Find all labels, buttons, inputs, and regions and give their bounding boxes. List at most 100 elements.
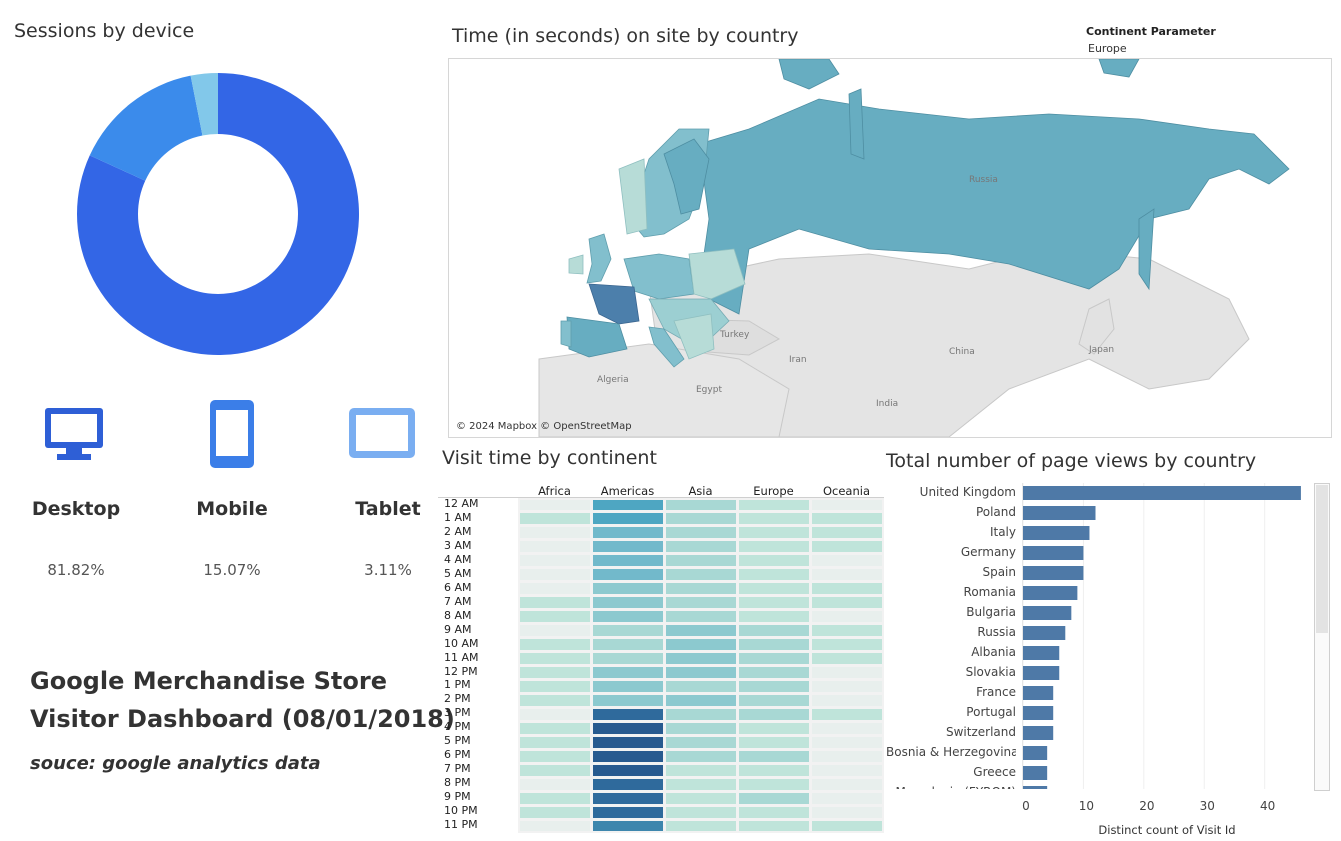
heatmap-cell[interactable]	[519, 625, 590, 637]
heatmap-cell[interactable]	[812, 569, 883, 581]
heatmap-cell[interactable]	[665, 722, 737, 734]
heatmap-cell[interactable]	[592, 694, 663, 706]
heatmap-cell[interactable]	[665, 541, 737, 553]
bar[interactable]	[1023, 506, 1096, 520]
heatmap-cell[interactable]	[592, 667, 663, 678]
heatmap-cell[interactable]	[592, 708, 663, 720]
donut-slice-mobile[interactable]	[89, 75, 203, 181]
heatmap-cell[interactable]	[665, 820, 737, 832]
heatmap-cell[interactable]	[739, 764, 810, 776]
heatmap-cell[interactable]	[665, 583, 737, 595]
heatmap-cell[interactable]	[592, 527, 663, 539]
heatmap-cell[interactable]	[739, 680, 810, 692]
heatmap-cell[interactable]	[812, 694, 883, 706]
bar[interactable]	[1023, 626, 1066, 640]
heatmap-cell[interactable]	[739, 820, 810, 832]
heatmap-cell[interactable]	[519, 569, 590, 581]
heatmap-cell[interactable]	[665, 569, 737, 581]
pageviews-scrollbar-thumb[interactable]	[1316, 485, 1328, 633]
heatmap-cell[interactable]	[519, 778, 590, 790]
heatmap-cell[interactable]	[519, 527, 590, 539]
heatmap-cell[interactable]	[739, 736, 810, 748]
pageviews-scrollbar[interactable]	[1314, 483, 1330, 791]
heatmap-cell[interactable]	[592, 778, 663, 790]
heatmap-cell[interactable]	[665, 736, 737, 748]
country-map[interactable]: Turkey Russia Iran China Japan Algeria E…	[448, 58, 1332, 438]
bar[interactable]	[1023, 486, 1301, 500]
heatmap-cell[interactable]	[519, 611, 590, 623]
heatmap-cell[interactable]	[592, 597, 663, 609]
heatmap-cell[interactable]	[592, 820, 663, 832]
heatmap-cell[interactable]	[812, 764, 883, 776]
heatmap-cell[interactable]	[739, 694, 810, 706]
map-attribution[interactable]: © 2024 Mapbox © OpenStreetMap	[456, 421, 632, 432]
heatmap-cell[interactable]	[739, 597, 810, 609]
heatmap-cell[interactable]	[592, 764, 663, 776]
heatmap-cell[interactable]	[665, 611, 737, 623]
heatmap-cell[interactable]	[519, 694, 590, 706]
heatmap-cell[interactable]	[739, 639, 810, 651]
heatmap-cell[interactable]	[739, 611, 810, 623]
heatmap-cell[interactable]	[519, 583, 590, 595]
heatmap-cell[interactable]	[812, 583, 883, 595]
heatmap-cell[interactable]	[665, 555, 737, 567]
heatmap-cell[interactable]	[739, 653, 810, 664]
bar[interactable]	[1023, 666, 1060, 680]
heatmap-cell[interactable]	[812, 541, 883, 553]
heatmap-cell[interactable]	[665, 625, 737, 637]
heatmap-cell[interactable]	[592, 499, 663, 511]
heatmap-cell[interactable]	[519, 764, 590, 776]
heatmap-cell[interactable]	[592, 722, 663, 734]
heatmap-cell[interactable]	[812, 667, 883, 678]
heatmap-cell[interactable]	[592, 639, 663, 651]
heatmap-cell[interactable]	[665, 680, 737, 692]
heatmap-cell[interactable]	[665, 653, 737, 664]
heatmap-cell[interactable]	[739, 792, 810, 804]
heatmap-cell[interactable]	[665, 639, 737, 651]
heatmap-cell[interactable]	[739, 722, 810, 734]
heatmap-cell[interactable]	[665, 499, 737, 511]
heatmap-cell[interactable]	[665, 778, 737, 790]
heatmap-cell[interactable]	[812, 513, 883, 525]
heatmap-cell[interactable]	[519, 653, 590, 664]
heatmap-cell[interactable]	[592, 806, 663, 818]
heatmap-cell[interactable]	[592, 569, 663, 581]
heatmap-cell[interactable]	[665, 527, 737, 539]
heatmap-cell[interactable]	[739, 541, 810, 553]
heatmap-cell[interactable]	[812, 708, 883, 720]
heatmap-cell[interactable]	[519, 513, 590, 525]
heatmap-cell[interactable]	[592, 611, 663, 623]
heatmap-cell[interactable]	[592, 750, 663, 762]
heatmap-cell[interactable]	[739, 583, 810, 595]
heatmap-cell[interactable]	[812, 611, 883, 623]
heatmap-cell[interactable]	[519, 708, 590, 720]
bar[interactable]	[1023, 726, 1054, 740]
heatmap-cell[interactable]	[812, 625, 883, 637]
heatmap-cell[interactable]	[592, 513, 663, 525]
heatmap-cell[interactable]	[519, 541, 590, 553]
heatmap-cell[interactable]	[665, 513, 737, 525]
heatmap-cell[interactable]	[739, 555, 810, 567]
bar[interactable]	[1023, 566, 1084, 580]
heatmap-cell[interactable]	[519, 555, 590, 567]
heatmap-cell[interactable]	[812, 792, 883, 804]
heatmap-cell[interactable]	[665, 597, 737, 609]
heatmap-cell[interactable]	[519, 722, 590, 734]
heatmap-cell[interactable]	[812, 499, 883, 511]
heatmap-cell[interactable]	[739, 527, 810, 539]
bar[interactable]	[1023, 706, 1054, 720]
bar[interactable]	[1023, 746, 1048, 760]
heatmap-cell[interactable]	[665, 750, 737, 762]
heatmap-cell[interactable]	[739, 806, 810, 818]
heatmap-cell[interactable]	[739, 569, 810, 581]
heatmap-cell[interactable]	[519, 597, 590, 609]
heatmap-cell[interactable]	[592, 736, 663, 748]
heatmap-cell[interactable]	[592, 653, 663, 664]
heatmap-cell[interactable]	[592, 541, 663, 553]
heatmap-cell[interactable]	[519, 750, 590, 762]
heatmap-cell[interactable]	[812, 639, 883, 651]
bar[interactable]	[1023, 686, 1054, 700]
bar[interactable]	[1023, 606, 1072, 620]
heatmap-cell[interactable]	[519, 736, 590, 748]
heatmap-cell[interactable]	[592, 625, 663, 637]
